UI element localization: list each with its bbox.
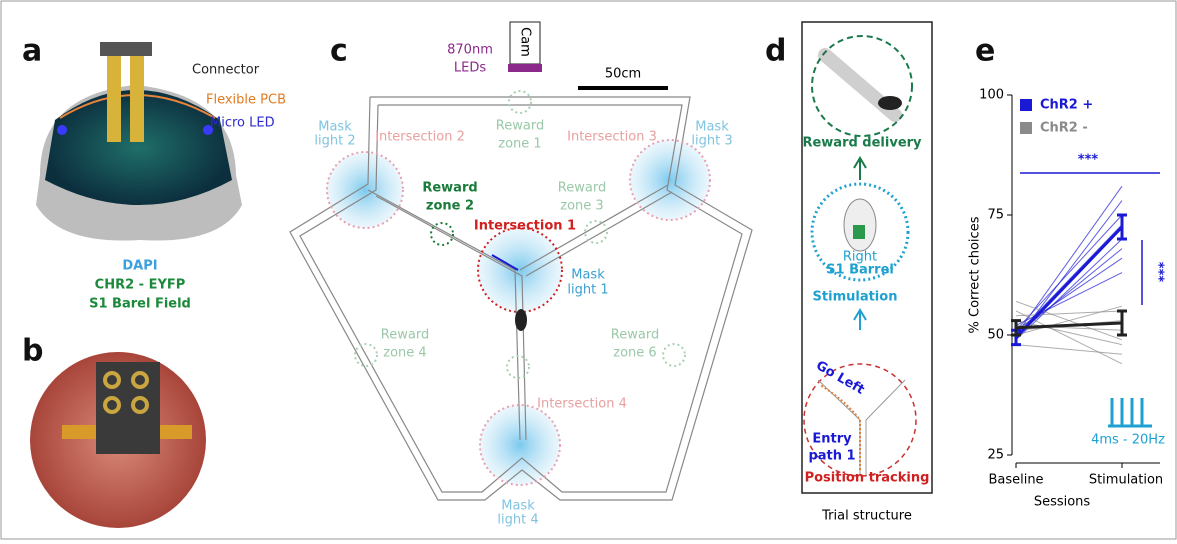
label: Intersection 1 (474, 219, 576, 234)
significance: *** (1151, 262, 1166, 283)
label: Connector (192, 63, 260, 78)
label: zone 4 (383, 346, 426, 361)
label: light 3 (691, 134, 732, 149)
label: Intersection 4 (537, 397, 627, 412)
label: light 2 (314, 134, 355, 149)
legend-label: ChR2 + (1040, 98, 1093, 113)
legend-swatch (1020, 122, 1032, 134)
label: Micro LED (210, 116, 275, 131)
significance: *** (1078, 153, 1099, 168)
label: zone 3 (560, 199, 603, 214)
label: Reward (558, 181, 606, 196)
panel-letter: d (765, 34, 786, 69)
label: Intersection 2 (375, 130, 465, 145)
label: light 4 (497, 513, 538, 528)
label: Entry (812, 432, 852, 447)
annotation: 4ms - 20Hz (1091, 433, 1165, 448)
panel-letter: c (330, 34, 348, 69)
x-tick-label: Baseline (988, 473, 1043, 488)
barrel (853, 225, 865, 239)
label: Stimulation (813, 290, 898, 305)
caption: Trial structure (821, 509, 912, 524)
y-tick-label: 100 (979, 88, 1004, 103)
arrow (854, 158, 866, 180)
label: Reward (381, 328, 429, 343)
label: zone 1 (498, 137, 541, 152)
label: LEDs (454, 61, 486, 76)
label: path 1 (808, 449, 855, 464)
panel-letter: a (22, 34, 42, 69)
label: Reward (496, 119, 544, 134)
connector-pin (107, 56, 121, 142)
pulse-train (1108, 398, 1152, 426)
y-tick-label: 25 (987, 448, 1004, 463)
label: Mask (571, 268, 605, 283)
label: light 1 (567, 283, 608, 298)
leds (508, 64, 542, 72)
y-axis-label: % Correct choices (968, 216, 983, 333)
connector-pin (130, 56, 144, 142)
connector-top (100, 42, 152, 56)
label: zone 2 (426, 199, 474, 214)
y-tick-label: 50 (987, 328, 1004, 343)
label: Reward delivery (802, 136, 922, 151)
label: Mask (501, 499, 535, 514)
arrow (854, 310, 866, 330)
label: Cam (518, 27, 533, 57)
label: DAPI (122, 259, 157, 274)
led (57, 125, 67, 135)
label: 50cm (605, 67, 641, 82)
figure: a Connector Flexible PCB Micro LED DAPI … (0, 0, 1177, 540)
label: Mask (318, 120, 352, 135)
mouse (515, 309, 527, 331)
label: S1 Barel Field (89, 297, 191, 312)
legend-label: ChR2 - (1040, 121, 1088, 136)
label: Reward (422, 181, 477, 196)
x-axis-label: Sessions (1034, 495, 1091, 510)
label: Flexible PCB (206, 93, 286, 108)
label: S1 Barrel (826, 263, 894, 278)
label: Position tracking (805, 471, 930, 486)
y-tick-label: 75 (987, 208, 1004, 223)
panel-letter: e (975, 34, 995, 69)
light (327, 152, 403, 228)
mouse (878, 96, 902, 110)
label: CHR2 - EYFP (95, 278, 186, 293)
x-tick-label: Stimulation (1089, 473, 1163, 488)
label: zone 6 (613, 346, 656, 361)
label: Intersection 3 (567, 130, 657, 145)
legend-swatch (1020, 99, 1032, 111)
label: Reward (611, 328, 659, 343)
panel-letter: b (22, 334, 43, 369)
label: 870nm (447, 43, 493, 58)
label: Mask (695, 120, 729, 135)
individual-line (1016, 345, 1122, 355)
chart: 25 50 75 100 Baseline Stimulation Sessions % Co… (968, 88, 1166, 510)
